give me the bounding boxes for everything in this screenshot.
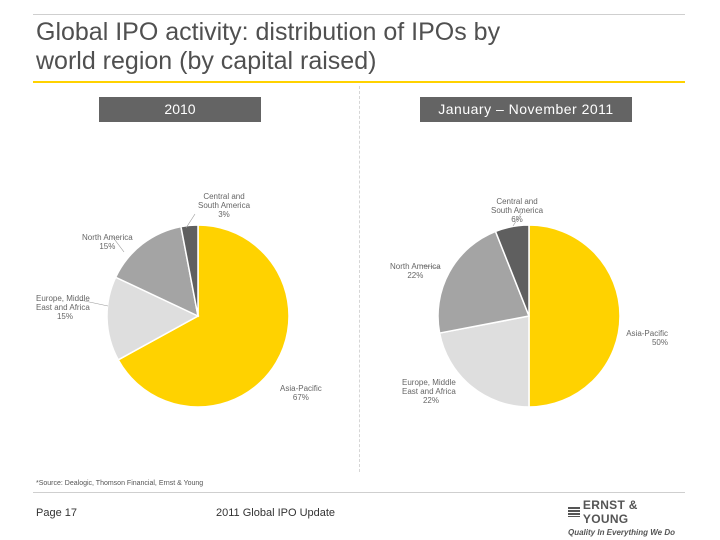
pie-2011-slice-north-america [437,230,531,334]
brand-logo: ERNST & YOUNG Quality In Everything We D… [568,498,686,537]
document-title: 2011 Global IPO Update [216,507,336,519]
footer-rule [33,492,685,493]
leader-line [185,213,196,229]
pie-2010 [106,224,290,408]
page-number: Page 17 [36,507,77,519]
pie-2011-label-north-america: North America 22% [390,262,441,280]
pie-2010-label-asia-pacific: Asia-Pacific 67% [280,384,322,402]
pie-2011-slice-emea [438,315,530,408]
leader-line [419,264,441,269]
brand-name: ERNST & YOUNG [582,498,638,526]
pie-2010-label-north-america: North America 15% [82,233,133,251]
title-accent-rule [33,81,685,83]
pie-2010-slice-north-america [114,225,200,318]
pie-2011-slice-central-south-america [494,224,530,317]
pie-2011-label-emea: Europe, Middle East and Africa 22% [402,378,456,405]
pie-2010-slice-asia-pacific [117,224,290,408]
pie-2010-slice-emea [106,276,200,361]
pie-2011-label-central-south-america: Central and South America 6% [491,197,544,224]
pie-2011 [437,224,621,408]
pie-2011-slice-asia-pacific [528,224,621,408]
pie-2011-title: January – November 2011 [420,97,632,122]
leader-line [111,235,125,253]
top-rule [33,14,685,15]
pie-2011-label-asia-pacific: Asia-Pacific 50% [626,329,668,347]
leader-line [79,299,109,307]
source-note: *Source: Dealogic, Thomson Financial, Er… [36,480,204,487]
pie-2010-label-emea: Europe, Middle East and Africa 15% [36,294,90,321]
panel-divider [359,86,360,472]
pie-2010-label-central-south-america: Central and South America 3% [198,192,251,219]
brand-mark-icon [568,507,580,517]
title-line-1: Global IPO activity: distribution of IPO… [36,18,501,46]
leader-line [512,211,523,227]
title-line-2: world region (by capital raised) [36,47,377,75]
pie-2010-title: 2010 [99,97,261,122]
brand-tagline: Quality In Everything We Do [568,528,675,537]
label-leader-lines [79,211,523,307]
pie-2010-slice-central-south-america [180,224,199,317]
slide-title: Global IPO activity: distribution of IPO… [36,18,676,76]
